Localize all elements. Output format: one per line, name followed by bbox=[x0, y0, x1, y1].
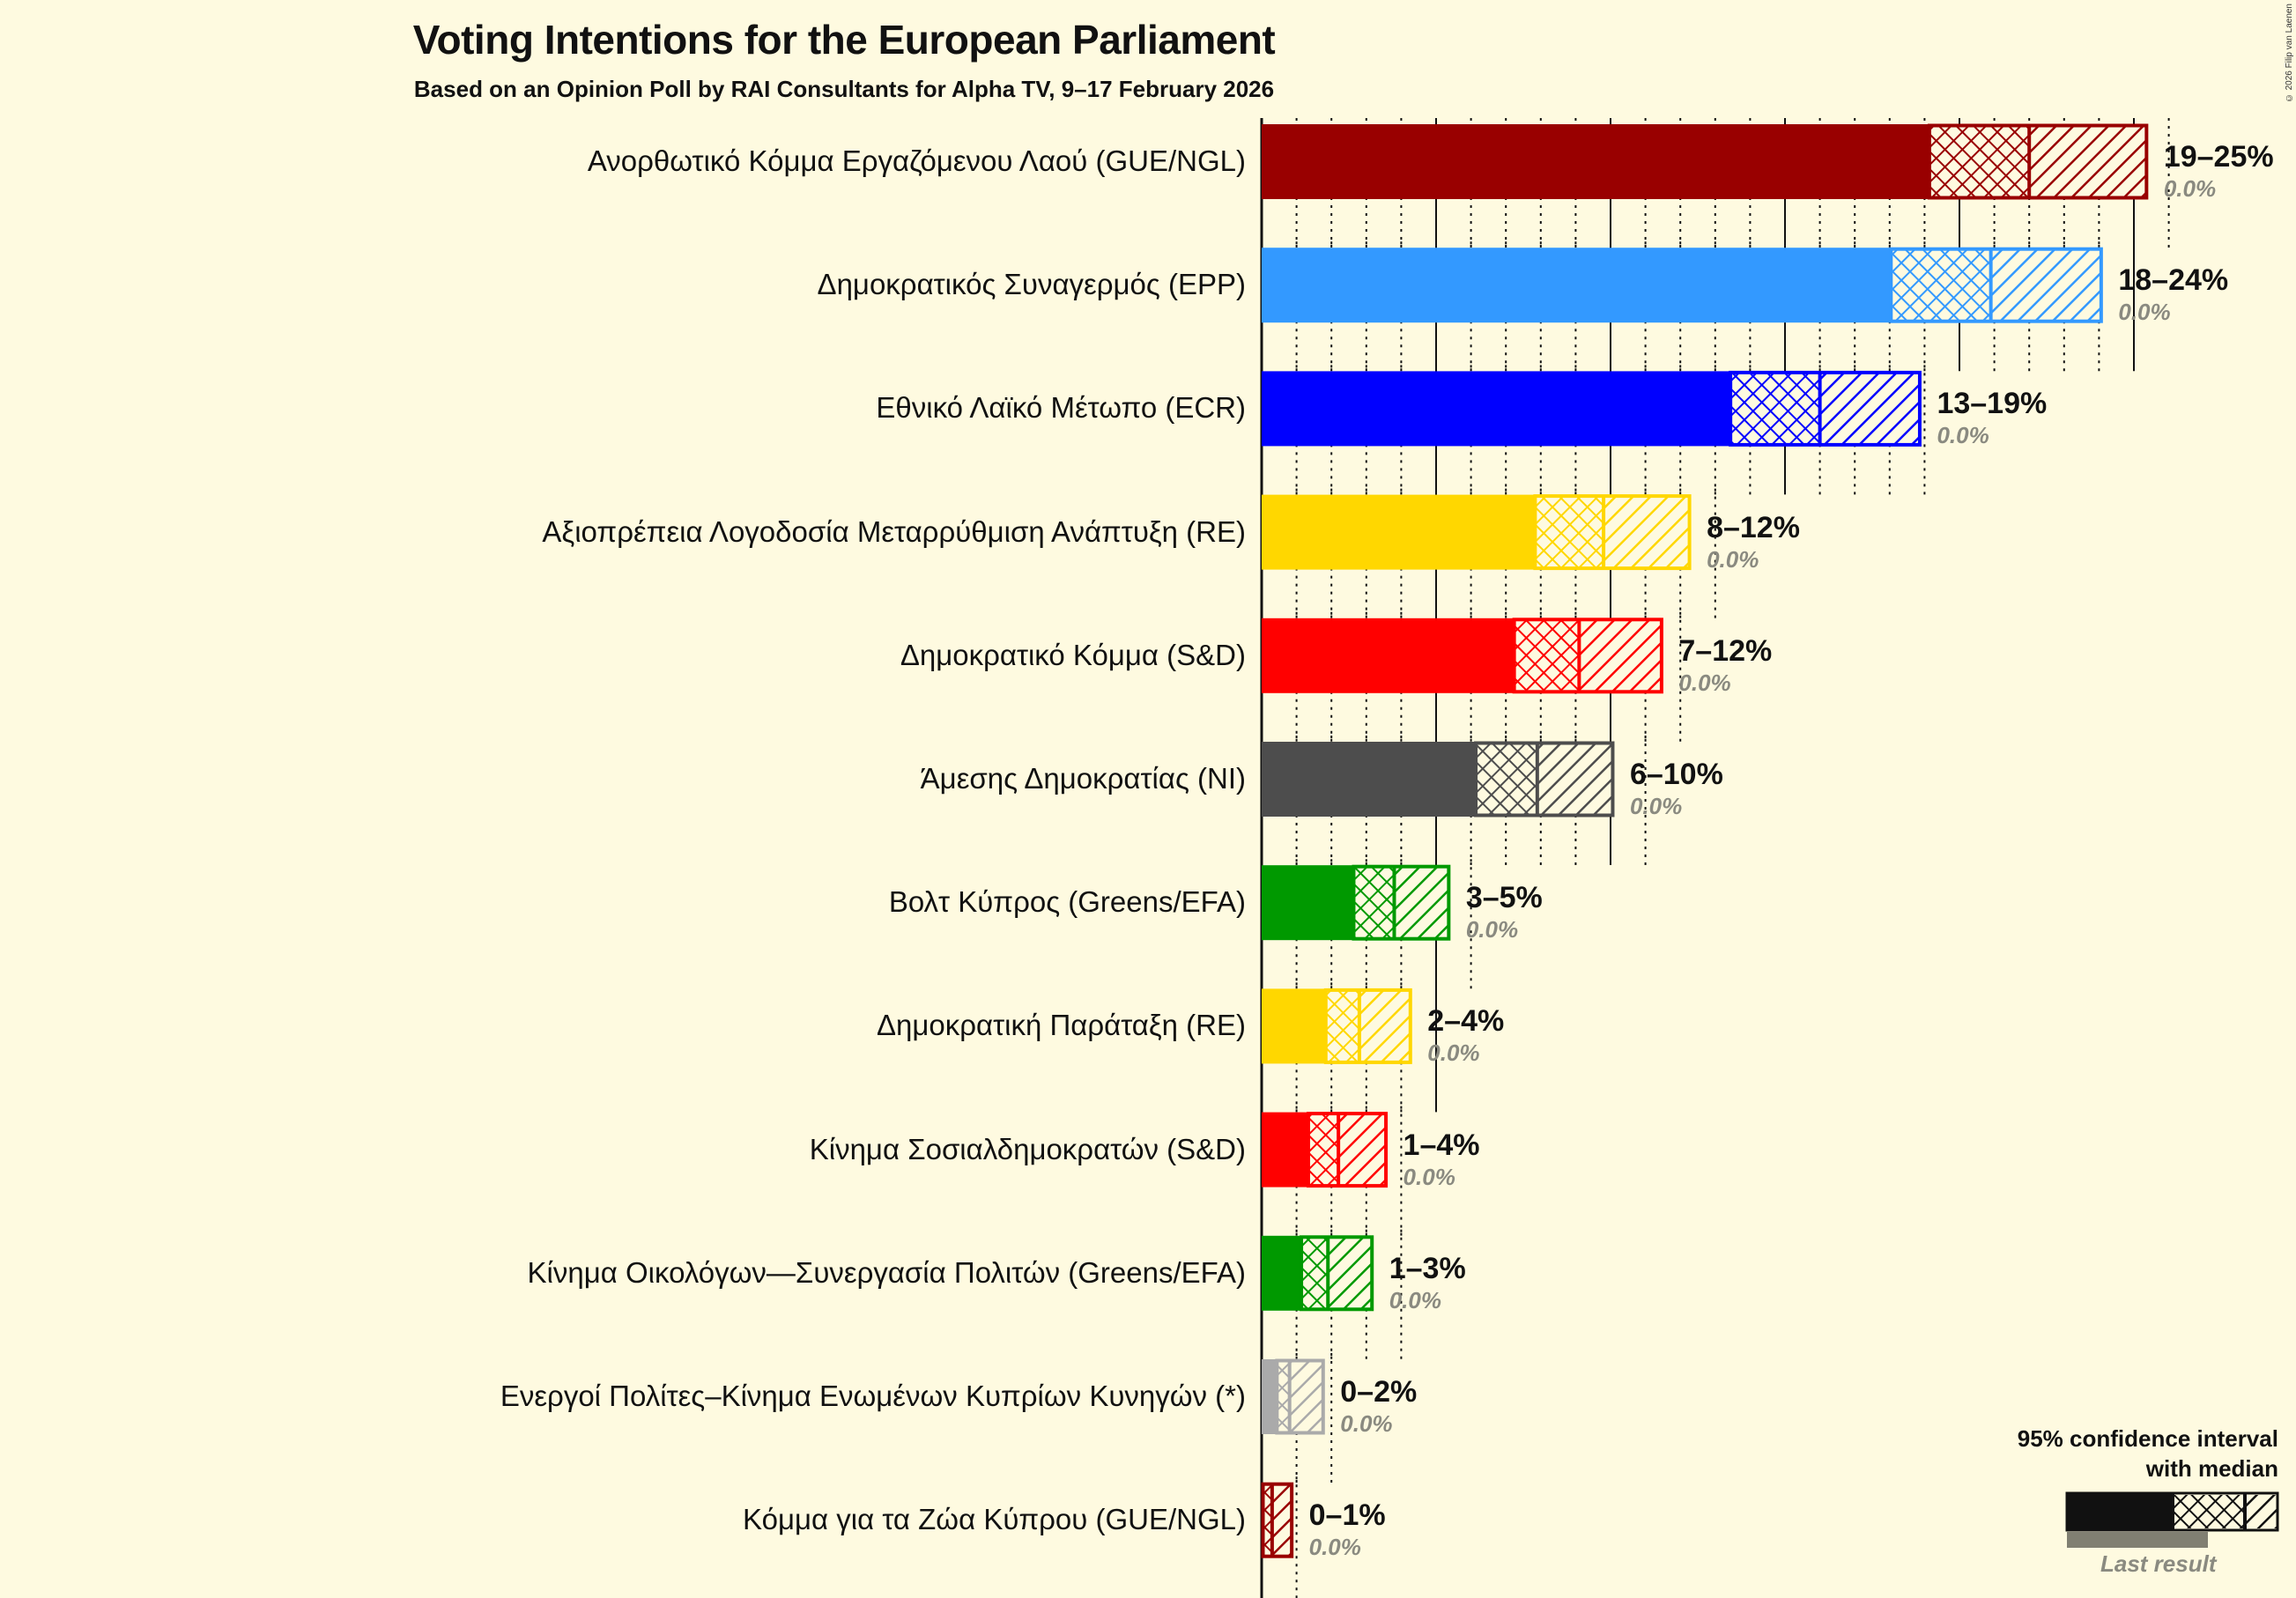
range-label: 2–4% bbox=[1427, 1004, 1505, 1039]
range-label: 1–3% bbox=[1389, 1251, 1466, 1285]
last-result-label: 0.0% bbox=[1465, 916, 1519, 943]
party-label: Εθνικό Λαϊκό Μέτωπο (ECR) bbox=[876, 391, 1246, 425]
party-label: Αξιοπρέπεια Λογοδοσία Μεταρρύθμιση Ανάπτ… bbox=[542, 514, 1246, 548]
last-result-label: 0.0% bbox=[1308, 1534, 1361, 1561]
bar-2 bbox=[1262, 370, 1922, 447]
range-label: 7–12% bbox=[1678, 633, 1773, 668]
bar-9 bbox=[1262, 1235, 1374, 1312]
bar-11 bbox=[1261, 1482, 1294, 1558]
party-label: Δημοκρατικό Κόμμα (S&D) bbox=[900, 638, 1246, 671]
bar-7 bbox=[1262, 988, 1412, 1064]
party-label: Βολτ Κύπρος (Greens/EFA) bbox=[888, 885, 1246, 919]
last-result-label: 0.0% bbox=[2118, 299, 2171, 326]
range-label: 0–2% bbox=[1340, 1375, 1418, 1409]
bar-1 bbox=[1262, 247, 2103, 323]
legend-graphic bbox=[2065, 1491, 2279, 1548]
party-label: Ενεργοί Πολίτες–Κίνημα Ενωμένων Κυπρίων … bbox=[500, 1380, 1246, 1412]
range-label: 8–12% bbox=[1707, 510, 1800, 544]
last-result-label: 0.0% bbox=[1403, 1163, 1455, 1190]
last-result-label: 0.0% bbox=[1427, 1039, 1480, 1067]
range-label: 1–4% bbox=[1403, 1128, 1480, 1162]
last-result-label: 0.0% bbox=[1629, 793, 1683, 819]
party-label: Δημοκρατική Παράταξη (RE) bbox=[876, 1009, 1246, 1042]
range-label: 3–5% bbox=[1465, 881, 1543, 915]
range-label: 6–10% bbox=[1629, 758, 1723, 791]
party-label: Ανορθωτικό Κόμμα Εργαζόμενου Λαού (GUE/N… bbox=[587, 144, 1246, 177]
last-result-label: 0.0% bbox=[1707, 545, 1759, 573]
party-label: Κίνημα Σοσιαλδημοκρατών (S&D) bbox=[809, 1132, 1246, 1165]
range-label: 18–24% bbox=[2118, 263, 2229, 298]
last-result-label: 0.0% bbox=[1389, 1286, 1441, 1313]
last-result-label: 0.0% bbox=[1678, 669, 1731, 696]
bar-4 bbox=[1262, 618, 1663, 694]
legend-last-result-label: Last result bbox=[2100, 1550, 2217, 1577]
party-label: Δημοκρατικός Συναγερμός (EPP) bbox=[817, 268, 1246, 301]
bar-6 bbox=[1262, 864, 1451, 941]
range-label: 0–1% bbox=[1308, 1498, 1386, 1533]
party-label: Άμεσης Δημοκρατίας (NI) bbox=[920, 762, 1246, 795]
last-result-label: 0.0% bbox=[1937, 422, 1989, 449]
chart-subtitle: Based on an Opinion Poll by RAI Consulta… bbox=[413, 76, 1275, 102]
range-label: 13–19% bbox=[1937, 387, 2048, 421]
legend-title: 95% confidence interval with median bbox=[2017, 1425, 2278, 1482]
chart-title: Voting Intentions for the European Parli… bbox=[412, 17, 1276, 63]
party-label: Κίνημα Οικολόγων—Συνεργασία Πολιτών (Gre… bbox=[527, 1255, 1246, 1289]
bar-8 bbox=[1262, 1112, 1389, 1188]
bar-0 bbox=[1262, 123, 2149, 200]
party-label: Κόμμα για τα Ζώα Κύπρου (GUE/NGL) bbox=[743, 1503, 1246, 1536]
last-result-label: 0.0% bbox=[2163, 175, 2217, 202]
bar-3 bbox=[1262, 494, 1692, 571]
bar-10 bbox=[1262, 1358, 1325, 1435]
range-label: 19–25% bbox=[2163, 140, 2274, 174]
last-result-label: 0.0% bbox=[1340, 1410, 1393, 1437]
bars bbox=[1261, 123, 2149, 1558]
bar-5 bbox=[1262, 741, 1615, 817]
